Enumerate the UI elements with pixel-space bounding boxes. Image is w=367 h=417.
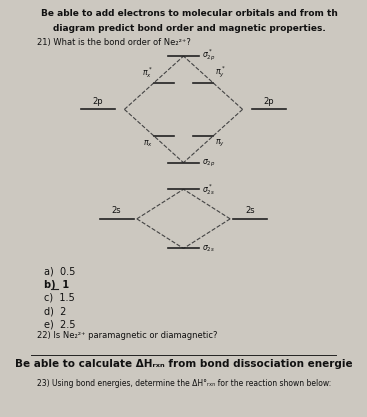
Text: diagram predict bond order and magnetic properties.: diagram predict bond order and magnetic … xyxy=(53,24,326,33)
Text: c)  1.5: c) 1.5 xyxy=(44,293,74,303)
Text: $\pi_y^*$: $\pi_y^*$ xyxy=(215,65,225,80)
Text: b)  1: b) 1 xyxy=(44,279,69,289)
Text: 21) What is the bond order of Ne₂²⁺?: 21) What is the bond order of Ne₂²⁺? xyxy=(37,38,191,48)
Text: $\pi_x$: $\pi_x$ xyxy=(143,138,152,149)
Text: e)  2.5: e) 2.5 xyxy=(44,319,75,329)
Text: 2p: 2p xyxy=(92,97,103,106)
Text: $\pi_x^*$: $\pi_x^*$ xyxy=(142,65,152,80)
Text: 2s: 2s xyxy=(112,206,121,215)
Text: $\pi_y$: $\pi_y$ xyxy=(215,138,225,149)
Text: $\sigma_{2p}$: $\sigma_{2p}$ xyxy=(202,158,215,169)
Text: 23) Using bond energies, determine the ΔH°ᵣₓₙ for the reaction shown below:: 23) Using bond energies, determine the Δ… xyxy=(37,379,331,388)
Text: 2s: 2s xyxy=(246,206,255,215)
Text: 2p: 2p xyxy=(264,97,275,106)
Text: a)  0.5: a) 0.5 xyxy=(44,266,75,276)
Text: $\sigma_{2s}$: $\sigma_{2s}$ xyxy=(202,243,215,254)
Text: $\sigma_{2p}^*$: $\sigma_{2p}^*$ xyxy=(202,48,215,63)
Text: Be able to add electrons to molecular orbitals and from th: Be able to add electrons to molecular or… xyxy=(41,9,338,18)
Text: $\sigma_{2s}^*$: $\sigma_{2s}^*$ xyxy=(202,182,215,197)
Text: Be able to calculate ΔHᵣₓₙ from bond dissociation energie: Be able to calculate ΔHᵣₓₙ from bond dis… xyxy=(15,359,352,369)
Text: 22) Is Ne₂²⁺ paramagnetic or diamagnetic?: 22) Is Ne₂²⁺ paramagnetic or diamagnetic… xyxy=(37,331,218,340)
Text: d)  2: d) 2 xyxy=(44,306,66,316)
